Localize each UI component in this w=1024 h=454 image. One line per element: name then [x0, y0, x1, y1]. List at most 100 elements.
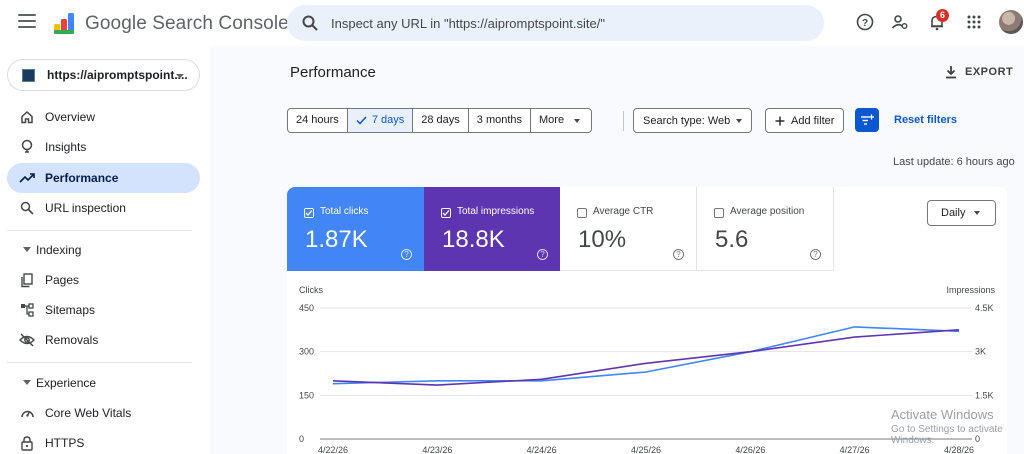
- sidebar-item-label: Sitemaps: [45, 303, 96, 317]
- metric-average-ctr[interactable]: Average CTR 10% ?: [560, 187, 697, 271]
- metric-total-clicks[interactable]: Total clicks 1.87K ?: [287, 187, 424, 271]
- property-selector[interactable]: https://aipromptspoint....: [7, 59, 200, 91]
- sidebar-divider: [7, 230, 192, 231]
- plus-icon: [775, 116, 785, 125]
- filter-options-button[interactable]: [855, 108, 879, 132]
- performance-card: Total clicks 1.87K ? Total impressions 1…: [287, 187, 1007, 454]
- y-left-tick-label: 300: [299, 347, 314, 357]
- metric-value: 18.8K: [442, 226, 505, 253]
- sidebar-item-sitemaps[interactable]: Sitemaps: [7, 295, 200, 325]
- url-inspect-search[interactable]: [287, 5, 824, 41]
- checkbox-checked-icon[interactable]: [304, 208, 314, 218]
- search-icon: [19, 200, 35, 216]
- sidebar-item-core-web-vitals[interactable]: Core Web Vitals: [7, 398, 200, 428]
- pages-icon: [19, 272, 35, 288]
- y-left-tick-label: 0: [299, 434, 304, 444]
- granularity-select[interactable]: Daily: [927, 200, 996, 226]
- y-left-ticks: 450 300 150 0: [299, 303, 314, 444]
- metric-value: 5.6: [715, 226, 749, 253]
- sidebar-item-label: HTTPS: [45, 436, 85, 450]
- x-tick-label: 4/26/26: [735, 445, 765, 454]
- range-24-hours[interactable]: 24 hours: [288, 109, 348, 132]
- manage-users-icon[interactable]: [889, 11, 911, 33]
- series-line-clicks: [332, 326, 960, 385]
- sitemap-icon: [19, 302, 35, 318]
- filter-divider: [623, 111, 624, 131]
- range-label: 3 months: [476, 114, 523, 126]
- sidebar-item-insights[interactable]: Insights: [7, 132, 200, 162]
- download-icon: [946, 66, 956, 79]
- sidebar-item-overview[interactable]: Overview: [7, 102, 200, 132]
- reset-filters-link[interactable]: Reset filters: [894, 114, 957, 126]
- sidebar-item-pages[interactable]: Pages: [7, 265, 200, 295]
- help-icon[interactable]: ?: [810, 249, 821, 260]
- sidebar-item-label: Performance: [45, 171, 119, 185]
- top-bar: Google Search Console ? 6: [0, 0, 1024, 46]
- x-tick-label: 4/28/26: [944, 445, 974, 454]
- metric-label: Total impressions: [457, 206, 535, 217]
- y-right-tick-label: 4.5K: [975, 303, 994, 313]
- range-3-months[interactable]: 3 months: [469, 109, 532, 132]
- y-right-ticks: 4.5K 3K 1.5K 0: [975, 303, 994, 444]
- search-icon: [302, 15, 318, 31]
- y-right-axis-title: Impressions: [946, 285, 995, 295]
- export-label: EXPORT: [965, 66, 1014, 78]
- checkbox-checked-icon[interactable]: [441, 208, 451, 218]
- range-7-days[interactable]: 7 days: [347, 109, 414, 132]
- caret-down-icon: [736, 118, 743, 123]
- sidebar-item-label: Removals: [45, 333, 99, 347]
- x-ticks: 4/22/26 4/23/26 4/24/26 4/25/26 4/26/26 4/27/…: [318, 445, 974, 454]
- range-28-days[interactable]: 28 days: [413, 109, 469, 132]
- page-title: Performance: [290, 64, 376, 81]
- help-icon[interactable]: ?: [537, 249, 548, 260]
- metric-average-position[interactable]: Average position 5.6 ?: [697, 187, 834, 271]
- caret-down-icon: [574, 118, 581, 123]
- granularity-label: Daily: [941, 207, 966, 219]
- lightbulb-icon: [19, 139, 35, 155]
- export-button[interactable]: EXPORT: [945, 62, 1013, 82]
- range-more[interactable]: More: [531, 109, 591, 132]
- activate-windows-title: Activate Windows: [891, 407, 994, 422]
- sidebar-item-url-inspection[interactable]: URL inspection: [7, 193, 200, 223]
- trending-up-icon: [19, 170, 35, 186]
- checkbox-unchecked-icon[interactable]: [577, 208, 587, 218]
- collapse-triangle-icon: [23, 247, 31, 252]
- apps-grid-icon[interactable]: [963, 11, 985, 33]
- section-experience[interactable]: Experience: [7, 371, 200, 395]
- sidebar-item-label: URL inspection: [45, 201, 126, 215]
- chart-lines: [332, 326, 960, 386]
- app-title: Google Search Console: [85, 13, 289, 34]
- main-content: Performance EXPORT 24 hours 7 days 28 da…: [210, 46, 1024, 454]
- site-favicon-icon: [22, 69, 35, 82]
- menu-icon[interactable]: [18, 14, 36, 28]
- sidebar-item-performance[interactable]: Performance: [7, 163, 200, 193]
- section-indexing[interactable]: Indexing: [7, 238, 200, 262]
- x-tick-label: 4/23/26: [422, 445, 452, 454]
- help-icon[interactable]: ?: [401, 249, 412, 260]
- add-filter-label: Add filter: [791, 114, 835, 127]
- activate-windows-subtitle: Go to Settings to activate Windows.: [891, 424, 1003, 446]
- sidebar-item-label: Core Web Vitals: [45, 406, 132, 420]
- y-left-tick-label: 450: [299, 303, 314, 313]
- x-tick-label: 4/24/26: [527, 445, 557, 454]
- x-tick-label: 4/27/26: [840, 445, 870, 454]
- help-icon[interactable]: ?: [854, 11, 876, 33]
- help-icon[interactable]: ?: [673, 249, 684, 260]
- add-filter-button[interactable]: Add filter: [765, 108, 845, 133]
- range-label: 28 days: [421, 114, 460, 126]
- gauge-icon: [19, 405, 35, 421]
- metric-value: 1.87K: [305, 226, 368, 253]
- sidebar-item-label: Overview: [45, 110, 96, 124]
- account-avatar[interactable]: [999, 10, 1023, 34]
- search-type-filter[interactable]: Search type: Web: [633, 108, 753, 133]
- metric-value: 10%: [578, 226, 627, 253]
- search-console-logo-icon: [54, 13, 74, 34]
- sidebar-item-label: Pages: [45, 273, 80, 287]
- date-range-selector: 24 hours 7 days 28 days 3 months More: [287, 108, 593, 133]
- sidebar-item-https[interactable]: HTTPS: [7, 428, 200, 454]
- metric-total-impressions[interactable]: Total impressions 18.8K ?: [424, 187, 560, 271]
- url-inspect-input[interactable]: [331, 13, 801, 33]
- checkbox-unchecked-icon[interactable]: [714, 208, 724, 218]
- sidebar-item-removals[interactable]: Removals: [7, 325, 200, 355]
- metric-label: Average position: [730, 206, 805, 217]
